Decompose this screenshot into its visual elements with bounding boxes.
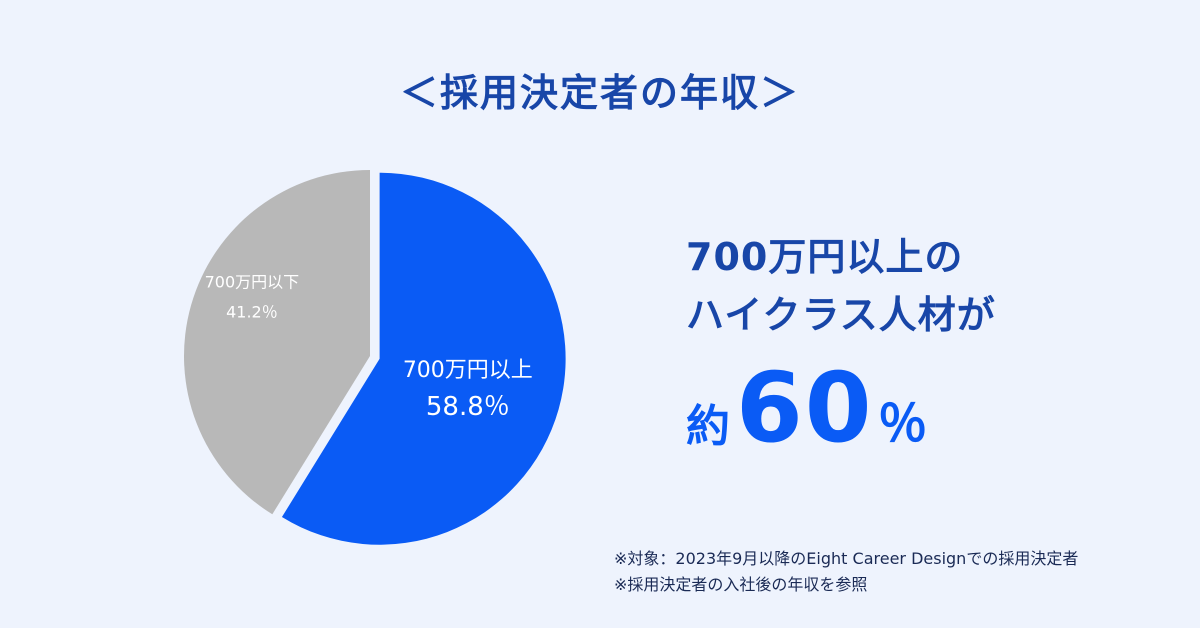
pie-slice-2 — [184, 170, 370, 515]
pie-slice-1 — [281, 172, 566, 545]
headline-line2: ハイクラス人材が — [686, 293, 996, 337]
pie-slice-value-2: 41.2％ — [226, 302, 278, 321]
footnotes: ※対象：2023年9月以降のEight Career Designでの採用決定者… — [614, 546, 1078, 598]
headline-line1: 700万円以上の — [686, 235, 964, 279]
big-stat-suffix: ％ — [877, 395, 928, 453]
pie-slice-value-1: 58.8％ — [426, 392, 510, 422]
footnote-1: ※対象：2023年9月以降のEight Career Designでの採用決定者 — [614, 549, 1079, 568]
big-stat-prefix: 約 — [686, 401, 730, 452]
pie-slice-label-2: 700万円以下 — [205, 272, 300, 291]
pie-slice-label-1: 700万円以上 — [403, 358, 533, 383]
page-title: ＜採用決定者の年収＞ — [399, 71, 800, 115]
big-stat: 約 60 ％ — [686, 360, 928, 456]
footnote-2: ※採用決定者の入社後の年収を参照 — [614, 575, 868, 594]
headline: 700万円以上の ハイクラス人材が — [686, 228, 996, 344]
big-stat-number: 60 — [736, 352, 874, 464]
